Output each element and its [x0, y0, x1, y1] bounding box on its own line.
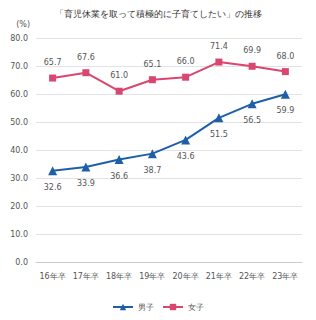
svg-text:67.6: 67.6	[77, 53, 95, 62]
svg-text:68.0: 68.0	[276, 52, 294, 61]
svg-text:71.4: 71.4	[210, 42, 228, 51]
svg-text:40.0: 40.0	[10, 146, 28, 155]
svg-text:61.0: 61.0	[110, 71, 128, 80]
svg-text:69.9: 69.9	[243, 46, 261, 55]
svg-text:70.0: 70.0	[10, 62, 28, 71]
svg-text:60.0: 60.0	[10, 90, 28, 99]
svg-text:22年卒: 22年卒	[239, 272, 265, 281]
svg-text:19年卒: 19年卒	[139, 272, 165, 281]
svg-text:65.1: 65.1	[143, 60, 161, 69]
svg-text:51.5: 51.5	[210, 130, 228, 139]
svg-text:65.7: 65.7	[44, 58, 62, 67]
svg-text:43.6: 43.6	[177, 152, 195, 161]
svg-text:66.0: 66.0	[177, 57, 195, 66]
svg-text:33.9: 33.9	[77, 179, 95, 188]
svg-text:80.0: 80.0	[10, 34, 28, 43]
svg-text:50.0: 50.0	[10, 118, 28, 127]
svg-text:36.6: 36.6	[110, 172, 128, 181]
svg-text:女子: 女子	[188, 303, 204, 312]
svg-text:38.7: 38.7	[143, 166, 161, 175]
svg-text:56.5: 56.5	[243, 116, 261, 125]
svg-text:30.0: 30.0	[10, 174, 28, 183]
svg-text:17年卒: 17年卒	[73, 272, 99, 281]
svg-text:0.0: 0.0	[15, 258, 28, 267]
svg-text:18年卒: 18年卒	[106, 272, 132, 281]
svg-text:「育児休業を取って積極的に子育てしたい」の推移: 「育児休業を取って積極的に子育てしたい」の推移	[55, 9, 262, 19]
svg-text:16年卒: 16年卒	[40, 272, 66, 281]
svg-text:21年卒: 21年卒	[206, 272, 232, 281]
svg-text:10.0: 10.0	[10, 230, 28, 239]
svg-text:23年卒: 23年卒	[272, 272, 298, 281]
svg-text:20年卒: 20年卒	[173, 272, 199, 281]
svg-text:男子: 男子	[138, 303, 154, 312]
svg-text:20.0: 20.0	[10, 202, 28, 211]
svg-text:59.9: 59.9	[276, 106, 294, 115]
svg-text:32.6: 32.6	[44, 183, 62, 192]
svg-text:(%): (%)	[16, 20, 30, 29]
